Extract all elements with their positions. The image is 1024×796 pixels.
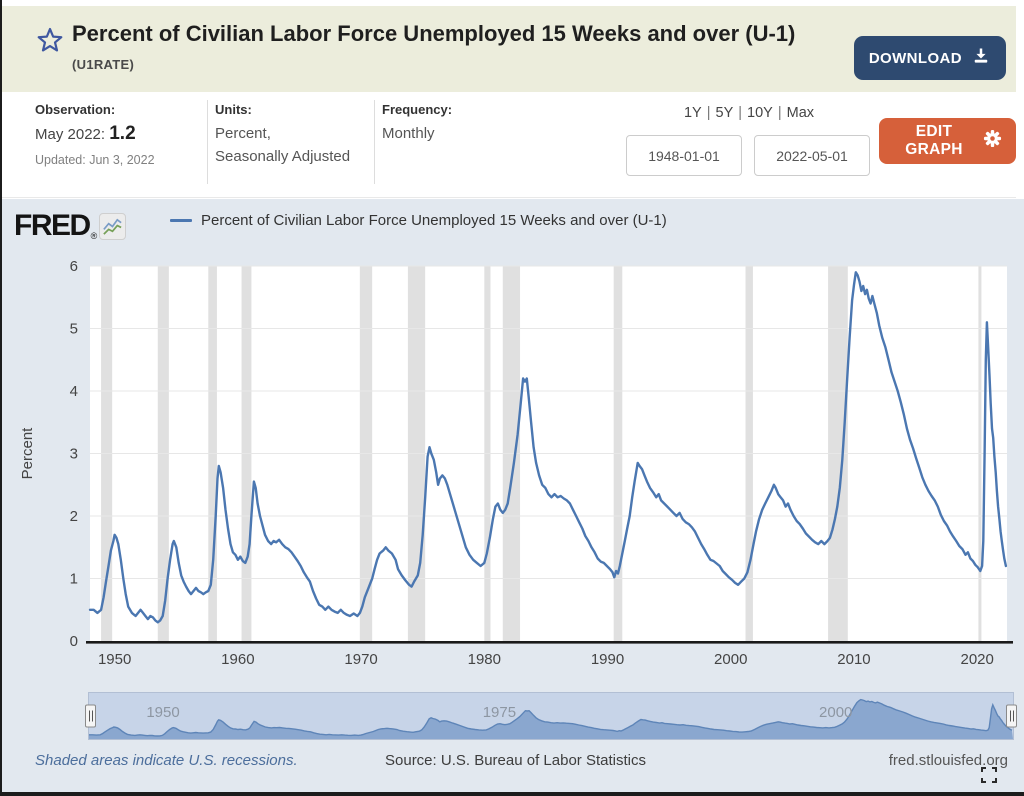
y-axis-title: Percent [19, 427, 36, 480]
legend-line-swatch [170, 219, 192, 222]
x-tick-label: 2020 [960, 651, 993, 668]
mini-area [89, 699, 1013, 739]
legend-label: Percent of Civilian Labor Force Unemploy… [201, 212, 667, 229]
series-header: Percent of Civilian Labor Force Unemploy… [2, 6, 1016, 92]
end-date-input[interactable] [754, 135, 870, 176]
download-button-label: DOWNLOAD [868, 49, 962, 67]
download-icon [971, 46, 991, 70]
recession-note: Shaded areas indicate U.S. recessions. [35, 752, 298, 769]
fred-chart-icon [99, 212, 127, 240]
range-separator: | [738, 105, 743, 121]
edit-graph-label: EDIT GRAPH [905, 123, 963, 158]
slider-right-handle[interactable] [1006, 704, 1017, 728]
units-label: Units: [215, 102, 252, 117]
observation-block: Observation: May 2022: 1.2 Updated: Jun … [35, 102, 155, 167]
favorite-star-icon[interactable] [36, 26, 64, 54]
gear-icon [983, 129, 1002, 153]
y-tick-label: 3 [70, 446, 78, 463]
main-chart-svg: 0 1 2 3 4 5 6 1950 1960 1970 1980 1990 2000 2010 2020 P… [19, 258, 1013, 668]
edit-graph-button[interactable]: EDIT GRAPH [879, 118, 1016, 164]
range-link-1y[interactable]: 1Y [683, 105, 702, 121]
units-line2: Seasonally Adjusted [215, 147, 351, 165]
series-legend: Percent of Civilian Labor Force Unemploy… [170, 212, 667, 229]
y-tick-label: 6 [70, 258, 78, 275]
y-tick-label: 2 [70, 508, 78, 525]
graph-section: FRED ® Percent of Civilian Labor Force U… [2, 199, 1024, 792]
page-bottom-border [0, 792, 1024, 796]
frequency-label: Frequency: [382, 102, 453, 117]
site-link[interactable]: fred.stlouisfed.org [888, 752, 1008, 769]
column-divider [207, 100, 208, 184]
units-block: Units: Percent, Seasonally Adjusted [215, 102, 350, 168]
y-tick-label: 5 [70, 321, 78, 338]
series-id: (U1RATE) [72, 57, 135, 73]
observation-date: May 2022: [35, 126, 106, 143]
x-tick-label: 1990 [591, 651, 624, 668]
data-line [88, 271, 1008, 624]
x-tick-label: 2000 [714, 651, 747, 668]
start-date-input[interactable] [626, 135, 742, 176]
series-meta-bar: Observation: May 2022: 1.2 Updated: Jun … [2, 92, 1016, 198]
download-button[interactable]: DOWNLOAD [853, 36, 1006, 80]
range-link-max[interactable]: Max [786, 105, 815, 121]
x-tick-label: 1950 [98, 651, 131, 668]
slider-left-handle[interactable] [85, 704, 96, 728]
frequency-block: Frequency: Monthly [382, 102, 452, 146]
time-series-chart[interactable]: 0 1 2 3 4 5 6 1950 1960 1970 1980 1990 2000 2010 2020 P… [2, 250, 1024, 675]
observation-value: 1.2 [109, 123, 136, 144]
fred-logo-text: FRED [14, 209, 91, 242]
mini-chart-svg [89, 698, 1013, 739]
range-link-5y[interactable]: 5Y [715, 105, 734, 121]
page-left-border [0, 0, 2, 796]
x-axis-line [86, 641, 1013, 644]
page-title: Percent of Civilian Labor Force Unemploy… [72, 20, 832, 76]
fred-logo[interactable]: FRED ® [14, 207, 127, 245]
x-tick-label: 1970 [344, 651, 377, 668]
y-tick-label: 4 [70, 383, 78, 400]
frequency-value: Monthly [382, 125, 435, 142]
x-tick-label: 1960 [221, 651, 254, 668]
x-tick-label: 2010 [837, 651, 870, 668]
registered-mark: ® [90, 231, 98, 241]
observation-updated: Updated: Jun 3, 2022 [35, 153, 155, 167]
range-separator: | [777, 105, 782, 121]
y-tick-label: 0 [70, 633, 78, 650]
units-line1: Percent, [215, 125, 271, 142]
page-title-text: Percent of Civilian Labor Force Unemploy… [72, 21, 796, 46]
x-tick-label: 1980 [468, 651, 501, 668]
date-range-slider[interactable]: 1950 1975 2000 [85, 692, 1017, 740]
y-tick-label: 1 [70, 571, 78, 588]
fullscreen-icon[interactable] [980, 766, 998, 784]
observation-value-line: May 2022: 1.2 [35, 123, 155, 145]
source-note: Source: U.S. Bureau of Labor Statistics [385, 752, 646, 769]
zoom-range-links: 1Y | 5Y | 10Y | Max [624, 105, 874, 121]
observation-label: Observation: [35, 102, 116, 117]
range-separator: | [706, 105, 711, 121]
range-link-10y[interactable]: 10Y [747, 105, 773, 121]
column-divider [374, 100, 375, 184]
